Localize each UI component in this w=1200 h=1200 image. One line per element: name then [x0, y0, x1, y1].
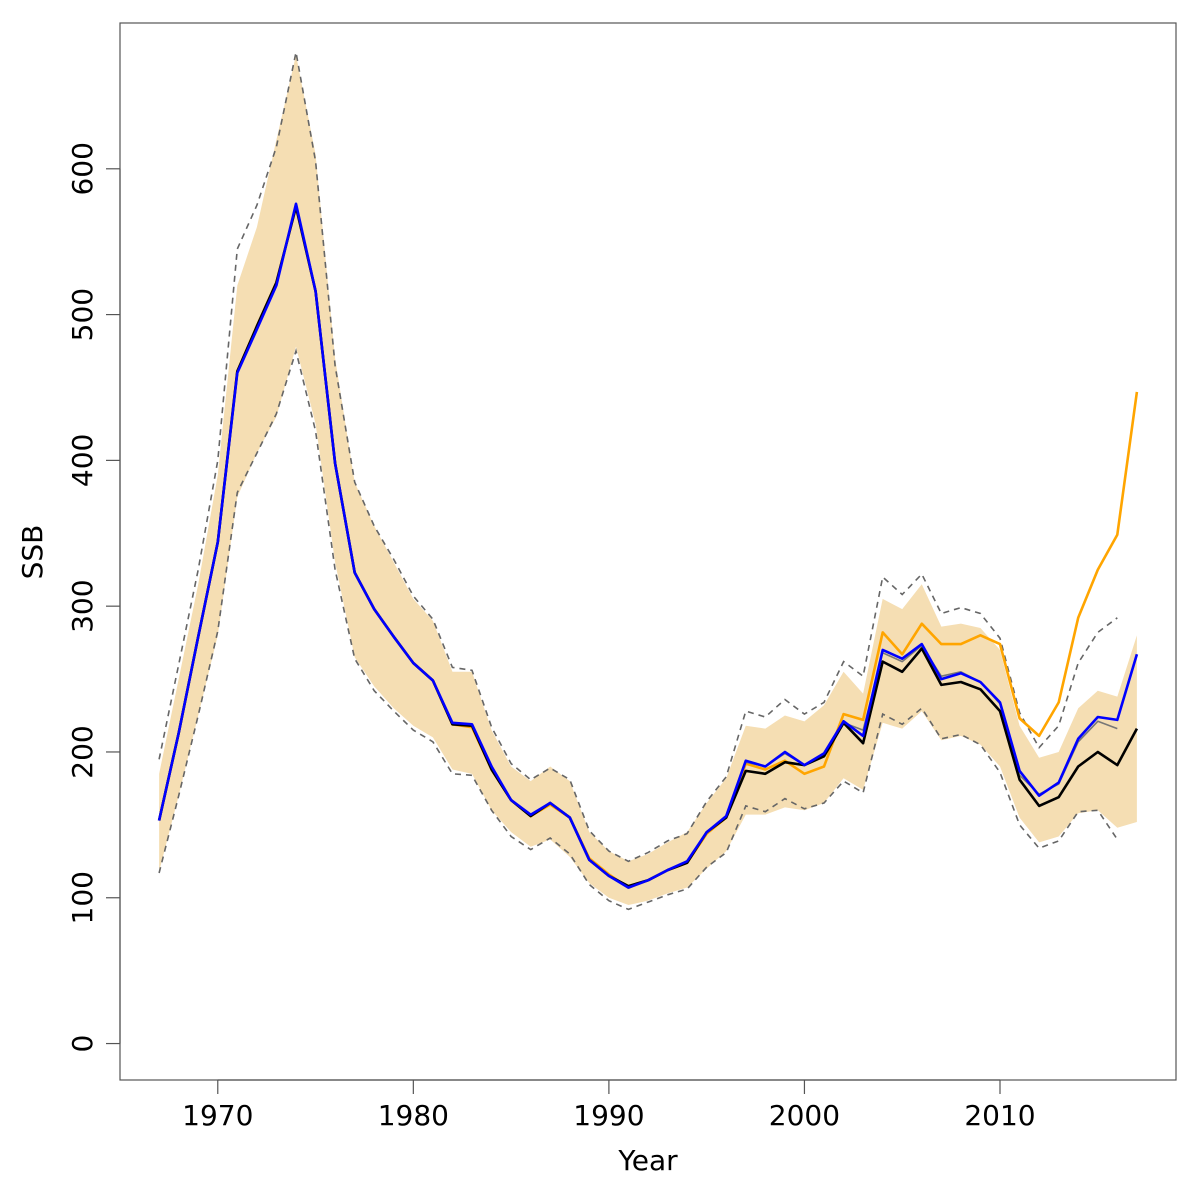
y-tick-label: 100	[66, 871, 99, 924]
x-tick-label: 1990	[573, 1099, 644, 1132]
x-tick-label: 2000	[769, 1099, 840, 1132]
y-tick-label: 0	[66, 1035, 99, 1053]
y-tick-label: 500	[66, 288, 99, 341]
y-tick-label: 400	[66, 434, 99, 487]
y-tick-label: 600	[66, 142, 99, 195]
x-tick-label: 1970	[182, 1099, 253, 1132]
y-tick-label: 200	[66, 725, 99, 778]
band-area	[159, 55, 1137, 906]
x-tick-label: 1980	[378, 1099, 449, 1132]
series-lines	[157, 202, 1139, 889]
confidence-band	[159, 55, 1137, 906]
x-axis-label: Year	[617, 1144, 678, 1177]
y-axis: 0 100 200 300 400 500 600	[66, 142, 121, 1053]
y-tick-label: 300	[66, 579, 99, 632]
series-line-blue	[157, 202, 1139, 889]
x-axis: 1970 1980 1990 2000 2010	[182, 1079, 1036, 1132]
x-tick-label: 2010	[964, 1099, 1035, 1132]
y-axis-label: SSB	[16, 525, 49, 580]
dashed-bounds	[158, 52, 1118, 911]
dashed-bound-upper	[158, 52, 1118, 863]
dashed-bound-lower	[158, 348, 1118, 911]
